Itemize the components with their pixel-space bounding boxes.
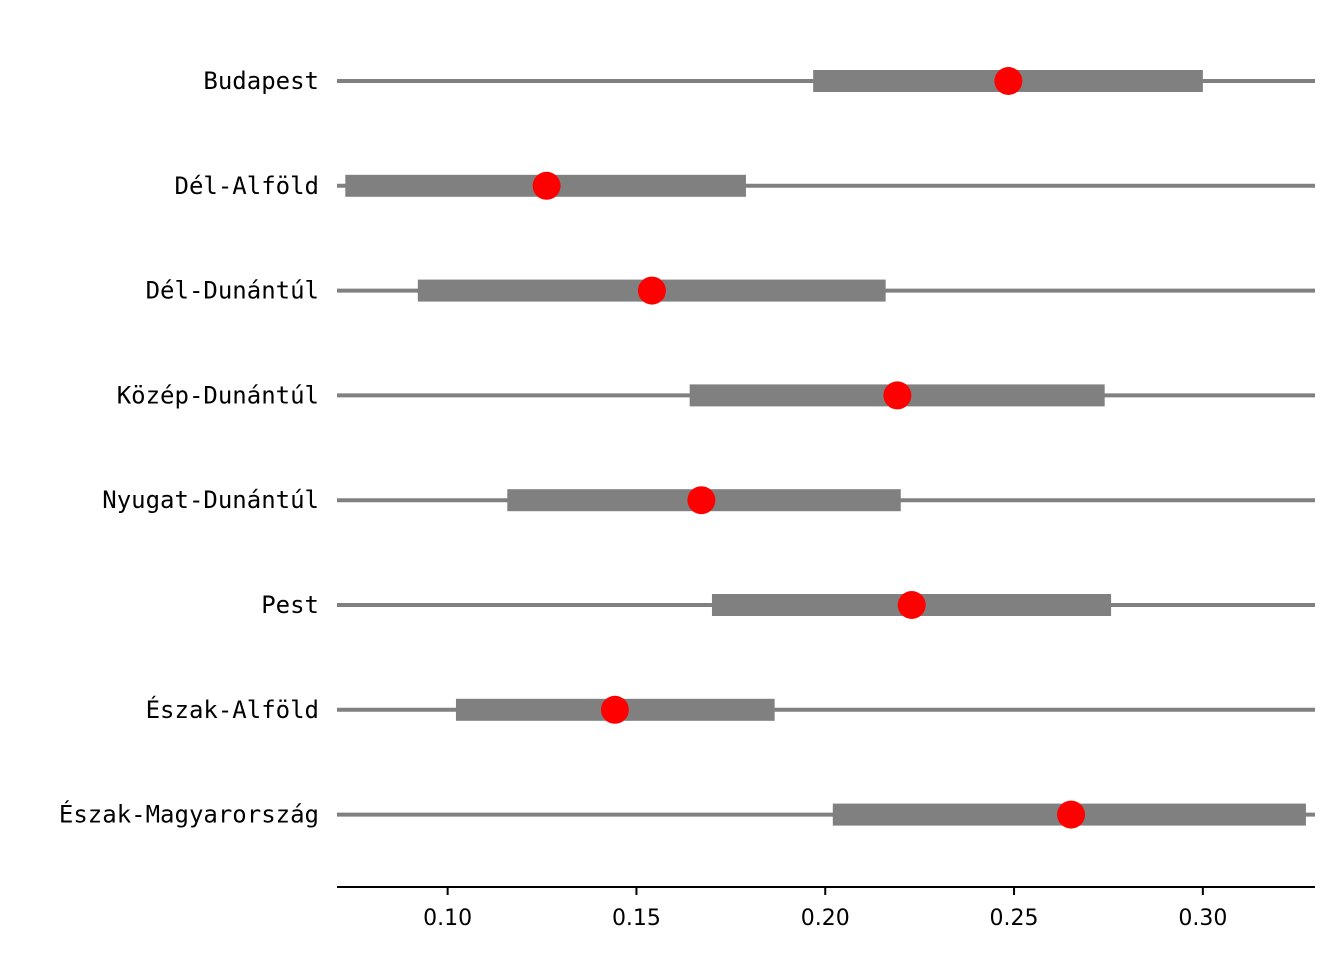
category-label: Közép-Dunántúl: [117, 381, 319, 409]
x-tick-label: 0.10: [423, 906, 472, 931]
category-label: Nyugat-Dunántúl: [102, 486, 319, 514]
point-marker: [897, 591, 926, 619]
point-group: [532, 67, 1086, 829]
category-label: Észak-Alföld: [146, 695, 319, 724]
interval-group: [345, 70, 1306, 826]
point-marker: [600, 695, 629, 724]
x-tick-label: 0.30: [1178, 906, 1227, 931]
x-tick-label: 0.20: [801, 906, 850, 931]
category-label: Dél-Dunántúl: [146, 277, 319, 305]
category-label: Pest: [261, 591, 319, 619]
x-tick-group: 0.10 0.15 0.20 0.25 0.30: [423, 887, 1227, 931]
point-marker: [883, 381, 912, 410]
x-tick-label: 0.25: [990, 906, 1039, 931]
category-label: Észak-Magyarország: [59, 800, 319, 829]
category-label: Dél-Alföld: [175, 172, 320, 200]
x-tick-label: 0.15: [612, 906, 661, 931]
point-marker: [532, 171, 561, 200]
point-marker: [994, 67, 1023, 95]
point-marker: [1057, 800, 1086, 829]
point-marker: [637, 276, 666, 305]
category-label-group: Budapest Dél-Alföld Dél-Dunántúl Közép-Duná…: [59, 67, 319, 829]
category-label: Budapest: [203, 67, 319, 95]
point-marker: [687, 486, 716, 515]
